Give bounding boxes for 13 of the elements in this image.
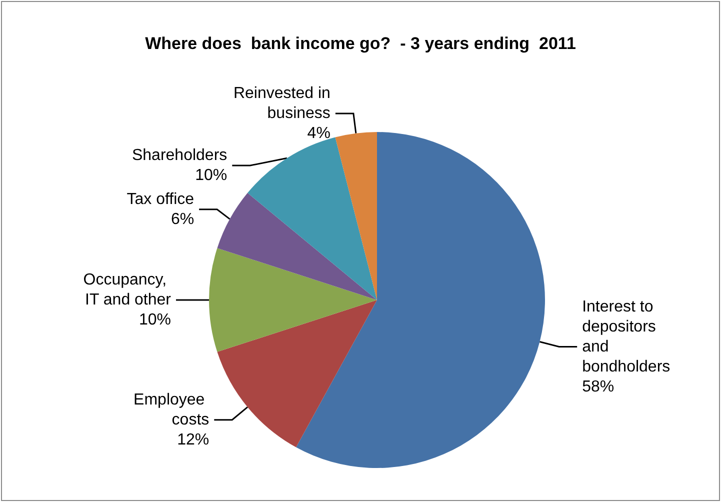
data-label: 10% bbox=[138, 312, 171, 328]
data-label: 12% bbox=[177, 431, 210, 448]
chart-title: Where does bank income go? - 3 years ending 2011 bbox=[145, 34, 576, 53]
slice-label: Tax office bbox=[126, 190, 194, 208]
data-label: 10% bbox=[195, 166, 228, 184]
data-label: 6% bbox=[170, 210, 194, 228]
slice-label: Employee costs bbox=[134, 391, 210, 428]
slice-label: Shareholders bbox=[132, 146, 228, 164]
data-label: 4% bbox=[307, 124, 330, 142]
data-label: 58% bbox=[582, 378, 614, 396]
slice-label: Reinvested in business bbox=[233, 84, 330, 122]
slice-label: Occupancy, IT and other bbox=[83, 272, 172, 308]
slice-label: Interest to depositors and bondholders bbox=[582, 298, 670, 376]
